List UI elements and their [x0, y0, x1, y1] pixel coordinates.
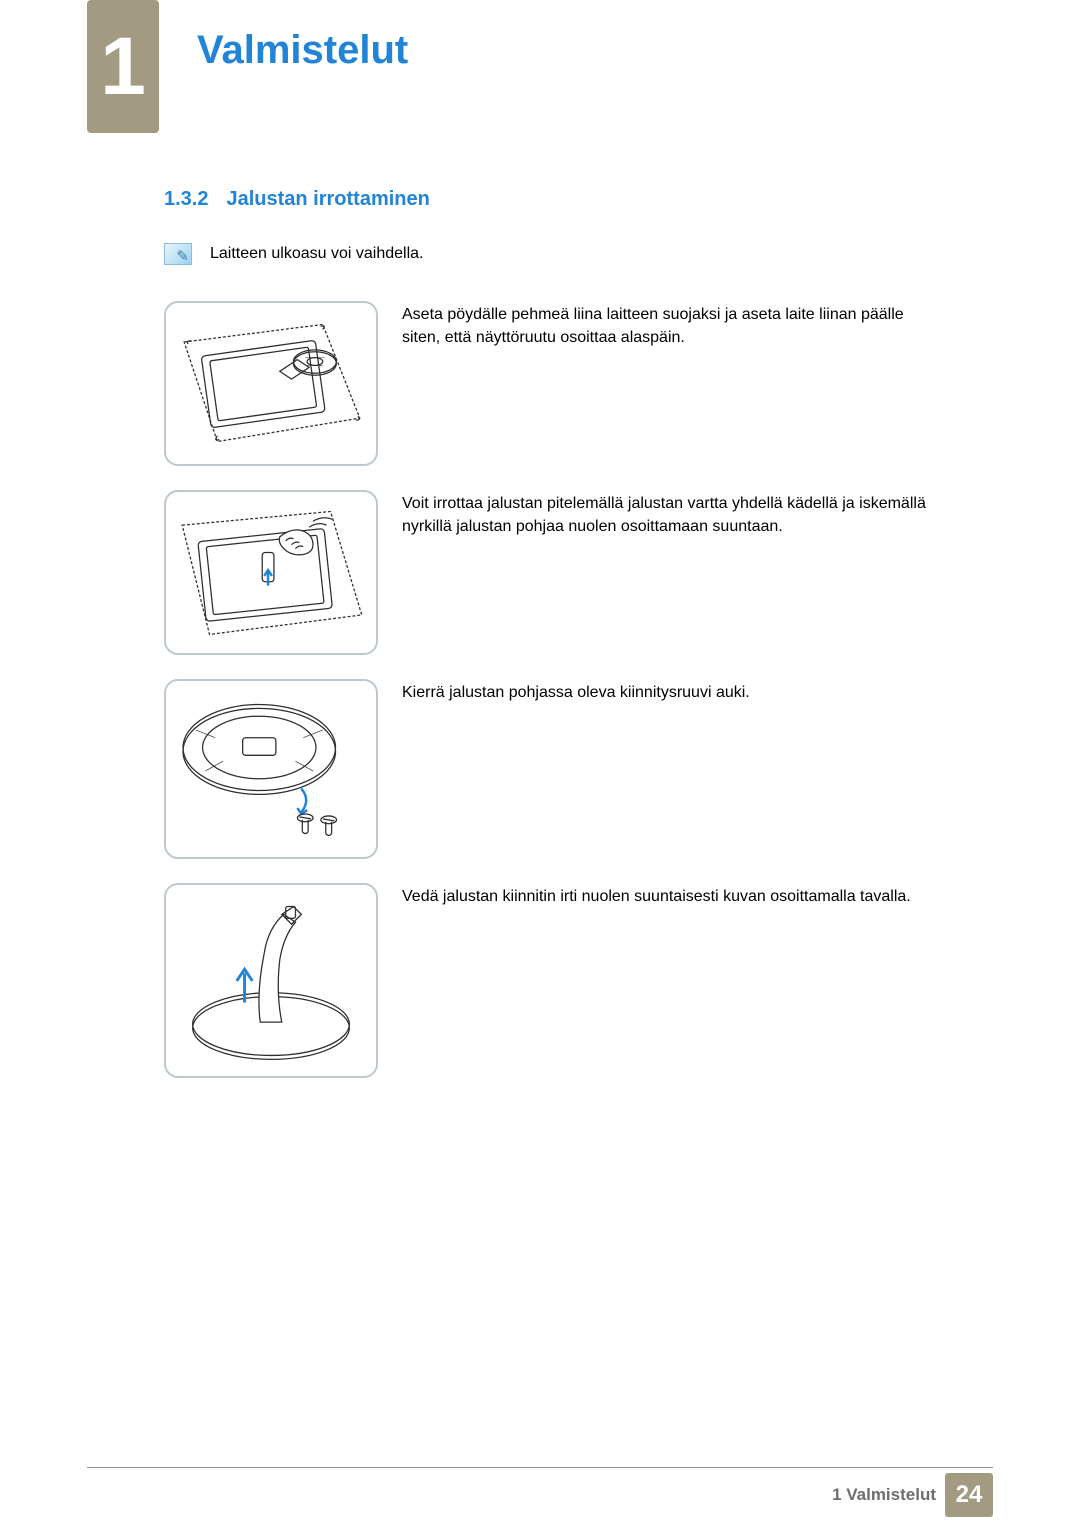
chapter-tab: 1 — [87, 0, 159, 133]
step-text: Kierrä jalustan pohjassa oleva kiinnitys… — [402, 679, 750, 704]
note-row: Laitteen ulkoasu voi vaihdella. — [164, 243, 940, 265]
section-number: 1.3.2 — [164, 188, 208, 210]
footer-rule — [87, 1467, 993, 1468]
step-row: Vedä jalustan kiinnitin irti nuolen suun… — [164, 883, 940, 1078]
step-text: Voit irrottaa jalustan pitelemällä jalus… — [402, 490, 940, 538]
step-row: Voit irrottaa jalustan pitelemällä jalus… — [164, 490, 940, 655]
step-figure-1 — [164, 301, 378, 466]
page-number: 24 — [956, 1481, 983, 1509]
section-title: Jalustan irrottaminen — [226, 188, 429, 210]
content-area: 1.3.2 Jalustan irrottaminen Laitteen ulko… — [164, 188, 940, 1102]
step-figure-4 — [164, 883, 378, 1078]
page-number-box: 24 — [945, 1473, 993, 1517]
page: 1 Valmistelut 1.3.2 Jalustan irrottaminen… — [0, 0, 1080, 1527]
section-heading: 1.3.2 Jalustan irrottaminen — [164, 188, 940, 211]
chapter-number: 1 — [100, 26, 146, 108]
step-row: Aseta pöydälle pehmeä liina laitteen suo… — [164, 301, 940, 466]
footer-label: 1 Valmistelut — [832, 1485, 936, 1505]
step-text: Aseta pöydälle pehmeä liina laitteen suo… — [402, 301, 940, 349]
pull-connector-icon — [166, 885, 376, 1076]
step-row: Kierrä jalustan pohjassa oleva kiinnitys… — [164, 679, 940, 859]
chapter-title: Valmistelut — [197, 28, 408, 73]
unscrew-base-icon — [166, 681, 376, 857]
detach-stand-by-hand-icon — [166, 492, 376, 653]
pencil-note-icon — [164, 243, 192, 265]
step-figure-3 — [164, 679, 378, 859]
step-text: Vedä jalustan kiinnitin irti nuolen suun… — [402, 883, 911, 908]
monitor-on-cloth-icon — [166, 303, 376, 464]
step-figure-2 — [164, 490, 378, 655]
note-text: Laitteen ulkoasu voi vaihdella. — [210, 245, 423, 263]
